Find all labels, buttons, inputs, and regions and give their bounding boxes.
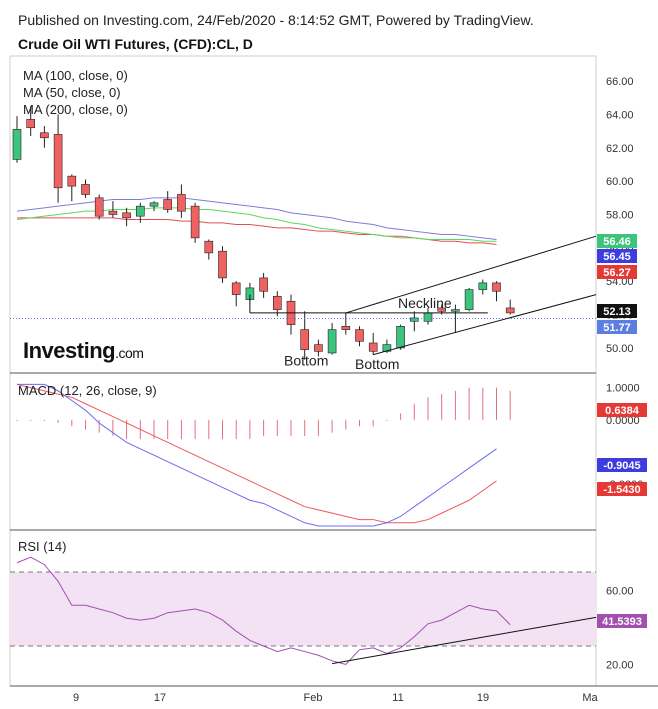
macd-value-tag [597, 403, 647, 417]
legend-ma100: MA (100, close, 0) [23, 68, 128, 83]
investing-logo: Investing.com [23, 338, 144, 364]
candle-body [341, 325, 351, 330]
price-tag [597, 249, 637, 263]
candle-body [272, 295, 282, 310]
x-tick-label: 9 [73, 692, 79, 704]
candle-body [327, 329, 337, 354]
macd-tick-label: 1.0000 [606, 383, 640, 395]
candle-body [204, 240, 214, 254]
candle-body [505, 307, 515, 314]
price-tick-label: 66.00 [606, 76, 634, 88]
candle-body [231, 282, 241, 295]
macd-line [17, 383, 497, 527]
rsi-value-tag [597, 614, 647, 628]
x-tick-label: 11 [392, 692, 403, 704]
candle-body [451, 309, 460, 312]
ma200-line [17, 217, 497, 246]
legend-ma50: MA (50, close, 0) [23, 85, 121, 100]
x-tick-label: 19 [477, 692, 489, 704]
price-tick-label: 50.00 [606, 343, 634, 355]
candle-body [423, 312, 433, 322]
candle-body [26, 119, 36, 129]
candle-body [314, 344, 323, 352]
annotation-bottom: Bottom [284, 352, 328, 368]
candle-body [122, 212, 131, 219]
annotation-neckline: Neckline [398, 295, 452, 311]
price-tag-label: 56.27 [603, 267, 631, 279]
candle-body [355, 329, 364, 342]
candle-body [40, 132, 49, 139]
candle-body [437, 307, 447, 312]
candle-body [259, 277, 268, 292]
price-tick-label: 62.00 [606, 143, 634, 155]
candle-body [81, 184, 90, 195]
x-tick-label: Feb [304, 692, 323, 704]
rsi-value-tag-label: 41.5393 [602, 616, 642, 628]
macd-signal-line [16, 383, 497, 524]
candle-body [368, 342, 378, 352]
rsi-trendline [332, 616, 597, 665]
x-tick-label: Ma [582, 692, 598, 704]
price-tag [597, 234, 637, 248]
candle-body [67, 175, 77, 187]
price-tag [597, 304, 637, 318]
annotation-bottom: Bottom [355, 356, 399, 372]
channel-upper-trendline [345, 235, 597, 314]
legend-ma200: MA (200, close, 0) [23, 102, 128, 117]
price-tag-label: 52.13 [603, 306, 631, 318]
candle-body [218, 250, 227, 279]
ma100-line [16, 197, 497, 241]
rsi-label: RSI (14) [18, 539, 67, 554]
channel-lower-trendline [373, 294, 597, 356]
price-tag [597, 265, 637, 279]
candle-body [190, 205, 200, 239]
price-tag-label: 51.77 [603, 322, 631, 334]
macd-label: MACD (12, 26, close, 9) [18, 383, 157, 398]
price-tick-label: 54.00 [606, 276, 634, 288]
price-tag [597, 320, 637, 334]
price-tag-label: 56.46 [603, 236, 631, 248]
candle-body [108, 210, 118, 215]
candle-body [478, 282, 488, 290]
price-tick-label: 64.00 [606, 109, 634, 121]
candle-body [492, 282, 501, 292]
logo-text: Investing [23, 338, 116, 363]
candle-body [300, 329, 310, 350]
chart-title: Crude Oil WTI Futures, (CFD):CL, D [18, 36, 253, 52]
macd-value-tag-label: -1.5430 [603, 484, 640, 496]
logo-suffix: .com [115, 345, 144, 361]
macd-value-tag [597, 458, 647, 472]
candle-body [136, 205, 145, 217]
ma50-line [16, 207, 497, 242]
candle-body [12, 129, 22, 160]
price-tick-label: 58.00 [606, 210, 634, 222]
macd-value-tag [597, 482, 647, 496]
candle-body [163, 199, 172, 210]
x-tick-label: 17 [154, 692, 166, 704]
candle-body [149, 202, 159, 207]
candle-body [396, 325, 405, 349]
candle-body [464, 289, 474, 310]
price-tag-label: 56.45 [603, 251, 631, 263]
candle-body [94, 197, 104, 217]
candle-body [53, 134, 63, 189]
rsi-tick-label: 60.00 [606, 586, 634, 598]
macd-value-tag-label: -0.9045 [603, 460, 640, 472]
rsi-band [10, 572, 596, 646]
macd-value-tag-label: 0.6384 [605, 405, 640, 417]
rsi-line [16, 556, 511, 666]
published-caption: Published on Investing.com, 24/Feb/2020 … [18, 12, 534, 28]
rsi-tick-label: 20.00 [606, 660, 634, 672]
macd-tick-label: 0.0000 [606, 415, 640, 427]
price-tick-label: 60.00 [606, 176, 634, 188]
candle-body [409, 317, 419, 322]
candle-body [177, 194, 186, 212]
